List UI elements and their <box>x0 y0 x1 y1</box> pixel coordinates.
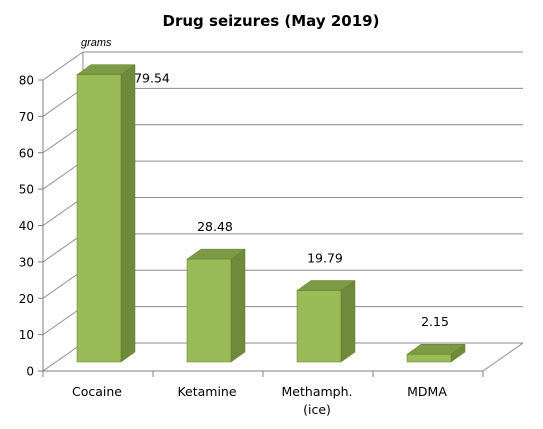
gridline-side <box>42 269 84 299</box>
data-label: 2.15 <box>421 314 449 329</box>
axes: 0 10 20 30 40 50 60 70 80 <box>19 74 484 379</box>
bar-front <box>296 290 342 363</box>
y-tick-label: 50 <box>19 183 34 197</box>
bar-side <box>340 280 356 363</box>
chart-title: Drug seizures (May 2019) <box>163 12 380 30</box>
gridline-side <box>42 342 84 372</box>
y-tick-label: 60 <box>19 146 34 160</box>
y-tick-label: 40 <box>19 219 34 233</box>
bar-front <box>406 353 452 363</box>
gridline-side <box>42 87 84 117</box>
gridline-side <box>42 124 84 154</box>
y-tick-label: 70 <box>19 110 34 124</box>
gridlines <box>42 51 524 372</box>
bars <box>76 64 466 363</box>
labels: 79.54 Cocaine 28.48 Ketamine 19.79 Methamph. (… <box>72 71 449 417</box>
y-tick-label: 10 <box>19 328 34 342</box>
x-tick-label: Ketamine <box>177 384 236 399</box>
gridline-side <box>42 51 84 81</box>
data-label: 19.79 <box>307 251 343 266</box>
data-label: 79.54 <box>134 71 170 86</box>
gridline-side <box>42 233 84 263</box>
bar-side <box>230 248 246 363</box>
floor-edge <box>482 342 524 372</box>
unit-label: grams <box>81 37 112 49</box>
data-label: 28.48 <box>197 219 233 234</box>
bar-side <box>120 64 136 363</box>
x-tick-label: MDMA <box>407 384 447 399</box>
bar <box>406 343 466 363</box>
y-tick-label: 80 <box>19 74 34 88</box>
bar <box>186 248 246 363</box>
x-tick-label: Cocaine <box>72 384 122 399</box>
gridline-side <box>42 197 84 226</box>
y-tick-label: 30 <box>19 255 34 269</box>
bar-front <box>76 74 122 363</box>
x-tick-label: Methamph. <box>282 384 353 399</box>
gridline-side <box>42 306 84 336</box>
bar-front <box>186 258 232 363</box>
gridline-side <box>42 160 84 190</box>
y-tick-label: 0 <box>26 365 34 379</box>
bar <box>76 64 136 363</box>
bar <box>296 280 356 363</box>
y-tick-label: 20 <box>19 292 34 306</box>
x-tick-label: (ice) <box>303 402 331 417</box>
